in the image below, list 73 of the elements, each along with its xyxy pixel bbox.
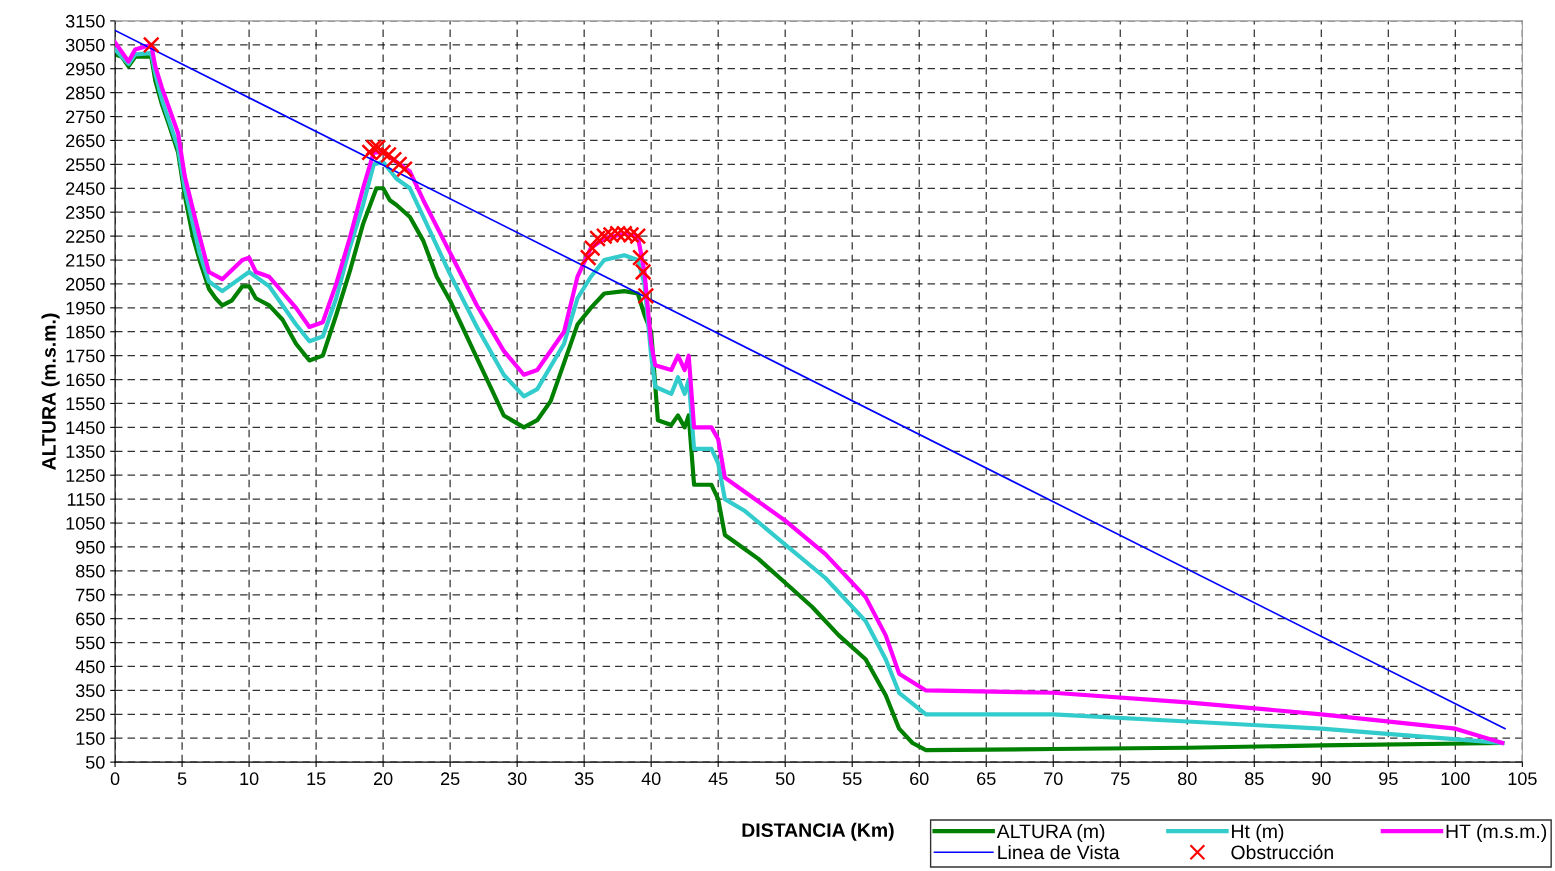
x-tick-label: 0 [110,772,120,786]
y-tick-label: 1050 [66,516,105,530]
x-tick-label: 85 [1245,772,1264,786]
legend-label: Obstrucción [1231,844,1333,860]
y-tick-label: 550 [75,636,105,650]
y-tick-label: 2550 [66,158,105,172]
point [142,36,160,54]
x-tick-label: 5 [177,772,187,786]
x-tick-label: 35 [574,772,594,786]
y-tick-label: 250 [76,708,105,722]
y-tick-label: 2850 [66,86,105,100]
y-tick-label: 1650 [66,373,105,387]
y-tick-label: 950 [76,540,105,554]
y-tick-label: 3150 [65,14,105,28]
y-tick-label: 3050 [65,38,105,52]
y-tick-label: 150 [76,732,105,745]
x-tick-label: 30 [507,772,527,786]
y-tick-label: 1150 [67,493,105,506]
y-tick-label: 450 [75,660,105,674]
x-tick-label: 65 [977,772,996,786]
x-tick-label: 15 [307,772,326,786]
y-tick-label: 750 [76,588,105,602]
point [379,146,398,164]
x-tick-label: 40 [641,772,661,786]
y-tick-label: 650 [76,612,105,626]
x-tick-label: 50 [775,772,795,786]
y-tick-label: 2350 [66,206,105,219]
y-tick-label: 1850 [66,325,105,339]
x-tick-label: 100 [1441,772,1470,786]
point [579,249,597,267]
point [385,151,403,169]
x-tick-label: 70 [1044,772,1063,786]
x-tick-label: 105 [1508,772,1537,786]
y-tick-label: 2750 [66,110,105,124]
y-tick-label: 1350 [66,445,105,459]
x-tick-label: 95 [1379,772,1398,786]
y-tick-label: 850 [76,564,105,578]
y-tick-label: 2050 [66,277,105,291]
y-tick-label: 1450 [66,421,105,435]
point [637,287,655,305]
point [631,249,649,267]
legend-label: Ht (m) [1232,823,1284,843]
y-tick-label: 350 [75,684,105,698]
y-tick-label: 1550 [66,397,105,411]
x-tick-label: 75 [1111,772,1130,786]
legend-label: HT (m.s.m.) [1446,823,1547,843]
y-tick-label: 1750 [66,349,105,363]
y-tick-label: 50 [85,756,105,769]
point [365,139,383,157]
y-tick-label: 1250 [66,469,105,482]
x-axis-title: DISTANCIA (Km) [742,822,894,841]
point [634,263,652,281]
point [369,139,387,157]
x-tick-label: 60 [910,772,929,786]
x-tick-label: 80 [1178,772,1197,786]
y-tick-label: 2250 [66,230,105,243]
point [583,239,601,257]
x-tick-label: 90 [1312,772,1331,786]
y-tick-label: 2950 [66,62,105,76]
x-tick-label: 25 [441,772,460,786]
y-tick-label: 2450 [66,182,105,195]
point [396,160,414,178]
x-tick-label: 45 [708,772,728,786]
point [390,155,408,173]
y-tick-label: 1950 [66,301,105,315]
x-tick-label: 20 [373,772,393,786]
legend-label: Linea de Vista [998,844,1120,860]
y-tick-label: 2650 [66,134,105,148]
x-tick-label: 55 [842,772,862,786]
y-tick-label: 2150 [66,253,105,267]
x-tick-label: 10 [240,772,259,786]
y-axis-title: ALTURA (m.s.m.) [41,313,60,470]
legend-label: ALTURA (m) [996,823,1105,843]
